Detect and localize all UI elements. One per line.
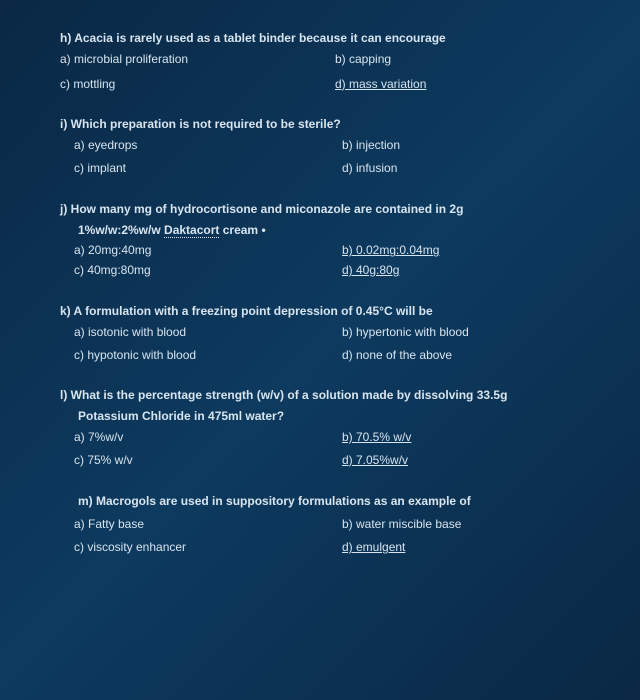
option-h-b: b) capping	[315, 51, 590, 68]
option-i-d: d) infusion	[322, 160, 590, 177]
question-l-sub: Potassium Chloride in 475ml water?	[60, 408, 590, 425]
option-m-c: c) viscosity enhancer	[74, 539, 322, 556]
option-j-a: a) 20mg:40mg	[74, 242, 322, 259]
option-j-c: c) 40mg:80mg	[74, 262, 322, 279]
option-i-b: b) injection	[322, 137, 590, 154]
question-m-row2: c) viscosity enhancer d) emulgent	[60, 539, 590, 556]
question-l-row2: c) 75% w/v d) 7.05%w/v	[60, 452, 590, 469]
option-h-a: a) microbial proliferation	[60, 51, 315, 68]
question-k: k) A formulation with a freezing point d…	[60, 303, 590, 363]
bullet-icon: •	[261, 223, 265, 237]
option-l-a: a) 7%w/v	[74, 429, 322, 446]
option-l-d: d) 7.05%w/v	[322, 452, 590, 469]
question-j-sub: 1%w/w:2%w/w Daktacort cream	[78, 223, 258, 238]
question-h-prompt: h) Acacia is rarely used as a tablet bin…	[60, 30, 590, 47]
question-h: h) Acacia is rarely used as a tablet bin…	[60, 30, 590, 92]
question-l-row1: a) 7%w/v b) 70.5% w/v	[60, 429, 590, 446]
question-i-row2: c) implant d) infusion	[60, 160, 590, 177]
question-k-row1: a) isotonic with blood b) hypertonic wit…	[60, 324, 590, 341]
option-j-d: d) 40g:80g	[322, 262, 590, 279]
daktacort-text: Daktacort	[164, 223, 219, 238]
question-j-row2: c) 40mg:80mg d) 40g:80g	[60, 262, 590, 279]
question-j: j) How many mg of hydrocortisone and mic…	[60, 201, 590, 279]
question-h-row1: a) microbial proliferation b) capping	[60, 51, 590, 68]
question-j-prompt: j) How many mg of hydrocortisone and mic…	[60, 201, 590, 218]
question-i: i) Which preparation is not required to …	[60, 116, 590, 176]
question-i-row1: a) eyedrops b) injection	[60, 137, 590, 154]
option-i-a: a) eyedrops	[74, 137, 322, 154]
option-i-c: c) implant	[74, 160, 322, 177]
question-m-row1: a) Fatty base b) water miscible base	[60, 500, 590, 533]
question-k-row2: c) hypotonic with blood d) none of the a…	[60, 347, 590, 364]
question-i-prompt: i) Which preparation is not required to …	[60, 116, 590, 133]
option-k-a: a) isotonic with blood	[74, 324, 322, 341]
option-h-c: c) mottling	[60, 76, 315, 93]
option-k-d: d) none of the above	[322, 347, 590, 364]
option-l-c: c) 75% w/v	[74, 452, 322, 469]
question-j-sub-row: 1%w/w:2%w/w Daktacort cream •	[60, 222, 590, 239]
question-l-prompt: l) What is the percentage strength (w/v)…	[60, 387, 590, 404]
question-h-row2: c) mottling d) mass variation	[60, 76, 590, 93]
option-m-a: a) Fatty base	[60, 500, 322, 533]
question-l: l) What is the percentage strength (w/v)…	[60, 387, 590, 468]
question-m: m) Macrogols are used in suppository for…	[60, 493, 590, 556]
question-k-prompt: k) A formulation with a freezing point d…	[60, 303, 590, 320]
option-h-d: d) mass variation	[315, 76, 590, 93]
option-m-d: d) emulgent	[322, 539, 590, 556]
option-k-c: c) hypotonic with blood	[74, 347, 322, 364]
option-m-b: b) water miscible base	[322, 500, 590, 533]
option-l-b: b) 70.5% w/v	[322, 429, 590, 446]
option-j-b: b) 0.02mg:0.04mg	[322, 242, 590, 259]
option-k-b: b) hypertonic with blood	[322, 324, 590, 341]
question-j-row1: a) 20mg:40mg b) 0.02mg:0.04mg	[60, 242, 590, 259]
